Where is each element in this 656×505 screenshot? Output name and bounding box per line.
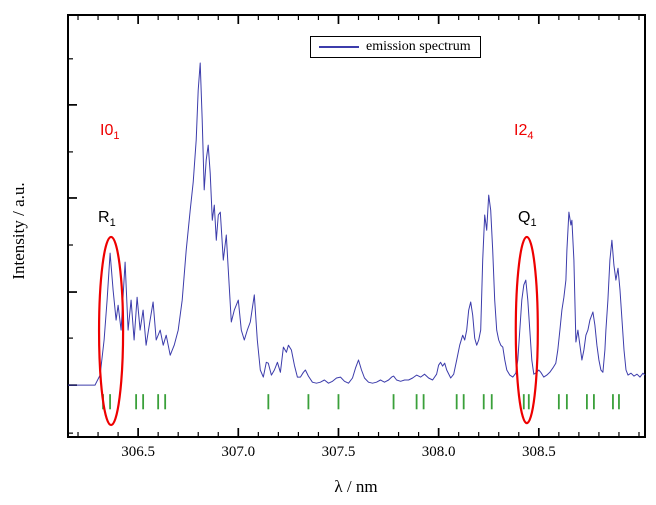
- band-label-i0: I01: [100, 122, 120, 143]
- x-tick-label: 307.0: [221, 444, 256, 460]
- line-position-markers: [102, 394, 620, 410]
- x-tick-label: 308.5: [521, 444, 556, 460]
- x-axis-ticks: [77, 15, 640, 437]
- q1-ellipse: [514, 235, 539, 425]
- legend-line-sample: [319, 46, 359, 48]
- band-label-i0-subscript: 1: [113, 130, 120, 143]
- line-label-q1-subscript: 1: [530, 217, 537, 230]
- line-label-r1: R1: [98, 209, 116, 230]
- r1-ellipse: [97, 235, 125, 427]
- x-tick-label: 306.5: [121, 444, 155, 460]
- legend: emission spectrum: [310, 36, 481, 58]
- y-axis-title: Intensity / a.u.: [9, 182, 28, 280]
- plot-frame: [67, 14, 646, 438]
- band-label-i2: I24: [514, 122, 534, 143]
- legend-label: emission spectrum: [366, 39, 471, 54]
- x-tick-label: 308.0: [421, 444, 456, 460]
- emission-spectrum-line: [68, 62, 646, 386]
- y-axis-ticks: [68, 58, 77, 434]
- line-label-r1-subscript: 1: [109, 217, 116, 230]
- line-label-q1: Q1: [518, 209, 537, 230]
- x-axis-title: λ / nm: [334, 477, 378, 496]
- band-label-i2-subscript: 4: [527, 130, 534, 143]
- x-tick-label: 307.5: [321, 444, 356, 460]
